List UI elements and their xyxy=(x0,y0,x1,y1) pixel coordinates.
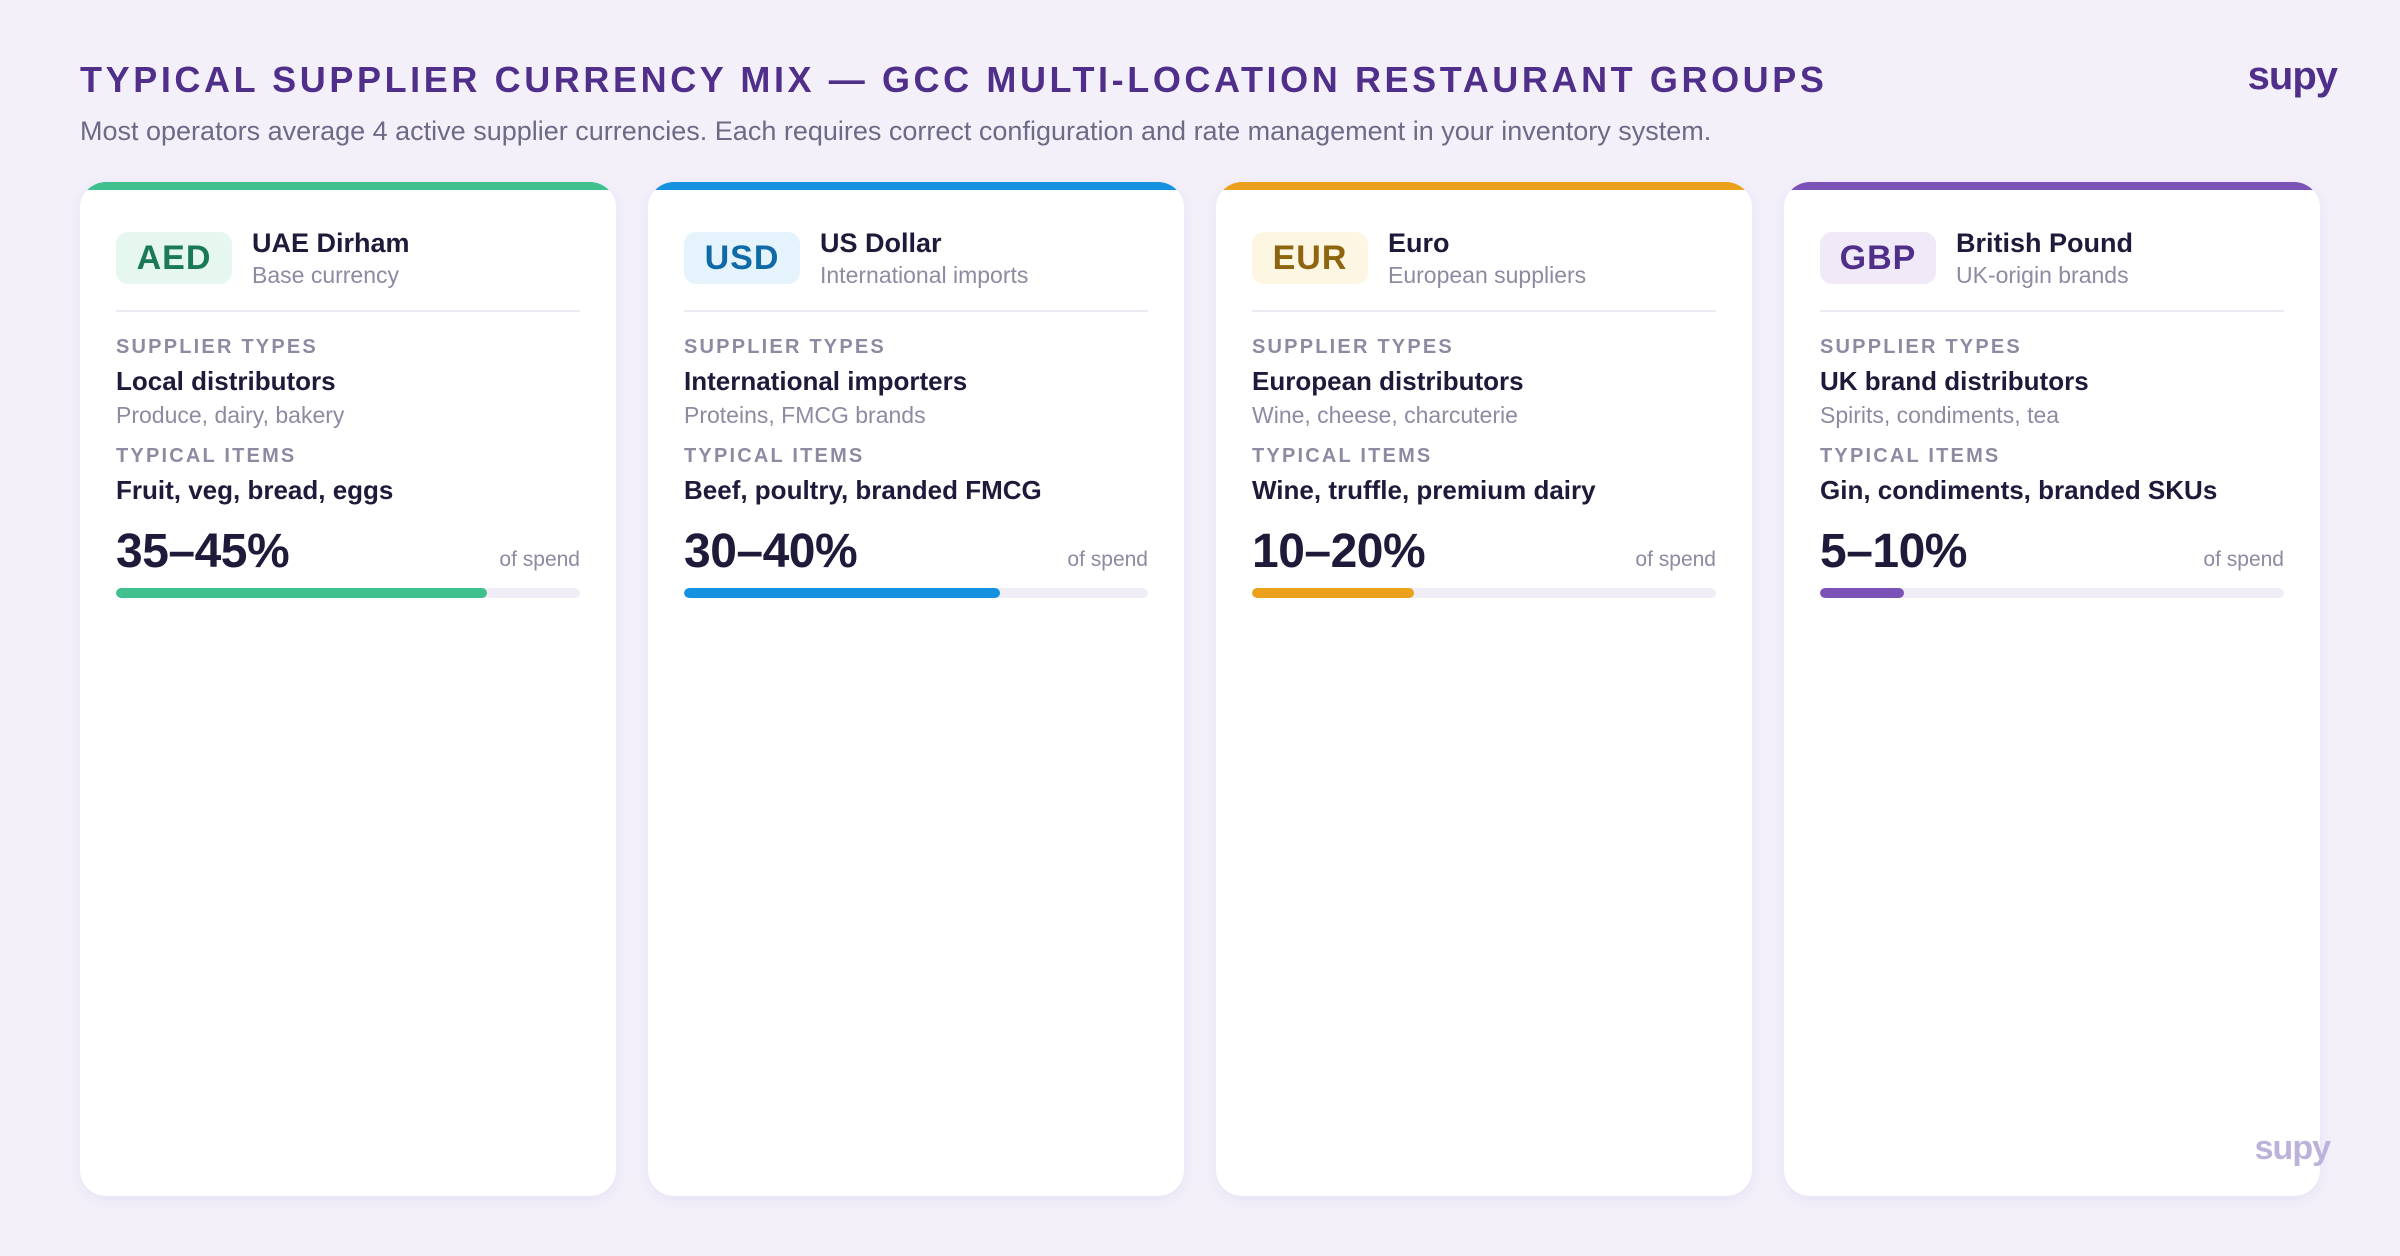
currency-code-badge: AED xyxy=(116,232,232,284)
supplier-type: International importers xyxy=(684,366,968,396)
currency-code-badge: USD xyxy=(684,232,800,284)
typical-items-label: TYPICAL ITEMS xyxy=(1252,445,1433,467)
currency-code-badge: GBP xyxy=(1820,232,1936,284)
supplier-types-label: SUPPLIER TYPES xyxy=(116,336,318,358)
spend-bar-fill xyxy=(116,588,488,598)
currency-name: US Dollar xyxy=(820,228,942,258)
typical-items: Wine, truffle, premium dairy xyxy=(1252,475,1596,505)
supplier-type: Local distributors xyxy=(116,366,336,396)
currency-description: UK-origin brands xyxy=(1956,262,2129,288)
currency-card-gbp: GBP British Pound UK-origin brands SUPPL… xyxy=(1784,182,2320,1196)
typical-items: Beef, poultry, branded FMCG xyxy=(684,475,1042,505)
currency-name: Euro xyxy=(1388,228,1450,258)
spend-bar-track xyxy=(1820,588,2284,598)
page-title: TYPICAL SUPPLIER CURRENCY MIX — GCC MULT… xyxy=(80,59,1828,100)
supplier-examples: Spirits, condiments, tea xyxy=(1820,402,2060,428)
currency-name: UAE Dirham xyxy=(252,228,410,258)
supy-logo: supy xyxy=(2247,54,2338,98)
typical-items-label: TYPICAL ITEMS xyxy=(1820,445,2001,467)
supy-watermark-logo: supy xyxy=(2254,1129,2331,1167)
card-divider xyxy=(684,310,1148,312)
spend-bar-fill xyxy=(684,588,1000,598)
supplier-type: European distributors xyxy=(1252,366,1524,396)
page-header: TYPICAL SUPPLIER CURRENCY MIX — GCC MULT… xyxy=(80,58,2260,148)
page-subtitle: Most operators average 4 active supplier… xyxy=(80,116,1712,146)
typical-items-label: TYPICAL ITEMS xyxy=(116,445,297,467)
card-accent-bar xyxy=(80,182,616,190)
spend-bar-track xyxy=(1252,588,1716,598)
supplier-types-label: SUPPLIER TYPES xyxy=(684,336,886,358)
spend-bar-track xyxy=(116,588,580,598)
spend-percentage: 10–20% xyxy=(1252,525,1426,578)
card-accent-bar xyxy=(1216,182,1752,190)
spend-percentage: 5–10% xyxy=(1820,525,1967,578)
spend-percentage: 30–40% xyxy=(684,525,858,578)
of-spend-label: of spend xyxy=(1635,548,1716,571)
supplier-types-label: SUPPLIER TYPES xyxy=(1820,336,2022,358)
currency-description: Base currency xyxy=(252,262,400,288)
card-divider xyxy=(116,310,580,312)
supplier-examples: Wine, cheese, charcuterie xyxy=(1252,402,1518,428)
supplier-type: UK brand distributors xyxy=(1820,366,2089,396)
currency-card-eur: EUR Euro European suppliers SUPPLIER TYP… xyxy=(1216,182,1752,1196)
currency-cards: AED UAE Dirham Base currency SUPPLIER TY… xyxy=(80,182,2320,1196)
spend-bar-fill xyxy=(1820,588,1904,598)
of-spend-label: of spend xyxy=(499,548,580,571)
typical-items: Gin, condiments, branded SKUs xyxy=(1820,475,2218,505)
spend-bar-fill xyxy=(1252,588,1415,598)
card-divider xyxy=(1252,310,1716,312)
currency-description: European suppliers xyxy=(1388,262,1587,288)
of-spend-label: of spend xyxy=(1067,548,1148,571)
currency-card-aed: AED UAE Dirham Base currency SUPPLIER TY… xyxy=(80,182,616,1196)
currency-description: International imports xyxy=(820,262,1029,288)
currency-card-usd: USD US Dollar International imports SUPP… xyxy=(648,182,1184,1196)
currency-code-badge: EUR xyxy=(1252,232,1368,284)
spend-percentage: 35–45% xyxy=(116,525,290,578)
spend-bar-track xyxy=(684,588,1148,598)
card-accent-bar xyxy=(1784,182,2320,190)
currency-name: British Pound xyxy=(1956,228,2133,258)
card-accent-bar xyxy=(648,182,1184,190)
typical-items: Fruit, veg, bread, eggs xyxy=(116,475,394,505)
of-spend-label: of spend xyxy=(2203,548,2284,571)
typical-items-label: TYPICAL ITEMS xyxy=(684,445,865,467)
supplier-types-label: SUPPLIER TYPES xyxy=(1252,336,1454,358)
card-divider xyxy=(1820,310,2284,312)
supplier-examples: Proteins, FMCG brands xyxy=(684,402,926,428)
supplier-examples: Produce, dairy, bakery xyxy=(116,402,345,428)
